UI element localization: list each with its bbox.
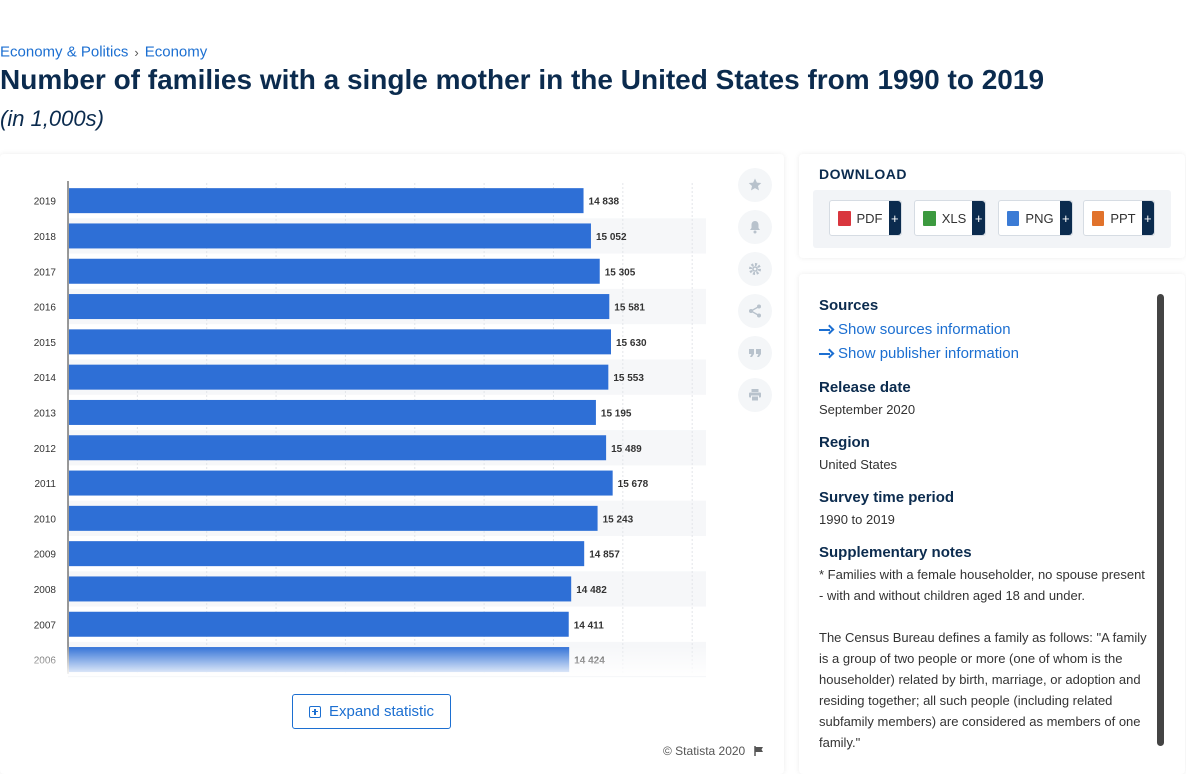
bar-2017 [69,258,600,284]
category-label-2016: 2016 [34,303,57,314]
bar-chart: 2019 14 838 2018 15 052 2017 15 305 2016 15 581… [34,181,706,678]
supplementary-notes: * Families with a female householder, no… [819,564,1147,774]
supplementary-notes-heading: Supplementary notes [819,544,972,561]
region-heading: Region [819,434,870,451]
bar-2010 [69,505,598,531]
expand-statistic-button[interactable]: Expand statistic [292,694,451,729]
bar-2019 [69,188,584,214]
show-sources-label: Show sources information [838,321,1011,338]
category-label-2009: 2009 [34,550,57,561]
category-label-2008: 2008 [34,585,57,596]
download-pdf-plus[interactable]: + [888,201,901,235]
breadcrumb: Economy & Politics › Economy [0,43,207,61]
value-label-2009: 14 857 [589,550,620,561]
download-buttons: PDF + XLS + PNG + PPT + [813,190,1171,248]
download-pdf-label: PDF [856,210,883,226]
sources-heading: Sources [819,297,879,314]
bar-2015 [69,329,611,355]
png-file-icon [1007,210,1020,226]
statistic-info-card: Sources Show sources information Show pu… [799,274,1185,774]
bar-2011 [69,470,613,496]
download-xls-button[interactable]: XLS + [914,200,986,236]
category-label-2015: 2015 [34,338,57,349]
download-xls-label: XLS [941,210,967,226]
category-label-2017: 2017 [34,267,57,278]
bar-2008 [69,576,572,602]
arrow-right-icon [819,325,832,335]
value-label-2015: 15 630 [616,338,647,349]
breadcrumb-item-economy-politics[interactable]: Economy & Politics [0,43,129,61]
show-publisher-link[interactable]: Show publisher information [819,345,1019,362]
category-label-2013: 2013 [34,408,57,419]
supplementary-note-1: * Families with a female householder, no… [819,567,1145,603]
category-label-2010: 2010 [34,514,57,525]
bell-icon[interactable] [738,210,772,244]
download-png-button[interactable]: PNG + [998,200,1073,236]
download-xls-plus[interactable]: + [972,201,985,235]
release-date-value: September 2020 [819,402,916,417]
bar-2013 [69,399,596,425]
flag-icon[interactable] [754,746,765,756]
download-ppt-plus[interactable]: + [1141,201,1154,235]
download-card: DOWNLOAD PDF + XLS + PNG + PPT + [799,154,1185,258]
region-value: United States [819,457,898,472]
download-png-plus[interactable]: + [1059,201,1072,235]
value-label-2019: 14 838 [589,197,620,208]
bar-2009 [69,541,585,567]
gear-icon[interactable] [738,252,772,286]
download-ppt-label: PPT [1110,210,1136,226]
pdf-file-icon [838,210,851,226]
bar-2016 [69,294,610,320]
page-title: Number of families with a single mother … [0,64,1045,95]
chart-card: 2019 14 838 2018 15 052 2017 15 305 2016 15 581… [0,154,784,774]
bar-2007 [69,611,569,637]
survey-period-heading: Survey time period [819,489,955,506]
value-label-2014: 15 553 [613,373,644,384]
value-label-2017: 15 305 [605,267,636,278]
category-label-2011: 2011 [34,479,56,490]
expand-icon [308,705,321,718]
info-scrollbar[interactable] [1157,294,1164,746]
xls-file-icon [923,210,936,226]
survey-period-value: 1990 to 2019 [819,512,895,527]
bar-2018 [69,223,591,249]
value-label-2007: 14 411 [574,620,604,631]
bar-2014 [69,364,609,390]
release-date-heading: Release date [819,379,911,396]
category-label-2014: 2014 [34,373,57,384]
quote-icon[interactable] [738,336,772,370]
chart-fade-overlay [0,646,720,676]
category-label-2007: 2007 [34,620,57,631]
value-label-2018: 15 052 [596,232,627,243]
category-label-2018: 2018 [34,232,57,243]
show-publisher-label: Show publisher information [838,345,1019,362]
expand-statistic-label: Expand statistic [328,703,435,720]
star-icon[interactable] [738,168,772,202]
show-sources-link[interactable]: Show sources information [819,321,1011,338]
download-title: DOWNLOAD [819,166,907,182]
breadcrumb-item-economy[interactable]: Economy [144,43,208,61]
value-label-2012: 15 489 [611,444,642,455]
copyright-text: © Statista 2020 [663,744,746,758]
category-label-2019: 2019 [34,197,57,208]
share-icon[interactable] [738,294,772,328]
bar-2012 [69,435,607,461]
value-label-2011: 15 678 [618,479,649,490]
download-png-label: PNG [1025,210,1054,226]
value-label-2013: 15 195 [601,408,632,419]
value-label-2008: 14 482 [576,585,607,596]
supplementary-note-2: The Census Bureau defines a family as fo… [819,630,1147,750]
print-icon[interactable] [738,378,772,412]
value-label-2016: 15 581 [614,303,645,314]
download-pdf-button[interactable]: PDF + [829,200,902,236]
page-subtitle: (in 1,000s) [0,106,104,131]
download-ppt-button[interactable]: PPT + [1083,200,1155,236]
category-label-2012: 2012 [34,444,57,455]
breadcrumb-separator-icon: › [134,44,139,60]
arrow-right-icon [819,349,832,359]
value-label-2010: 15 243 [603,514,634,525]
ppt-file-icon [1092,210,1105,226]
